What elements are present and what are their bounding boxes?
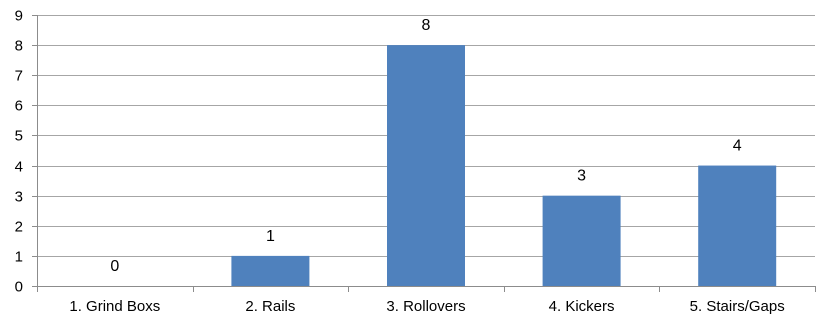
y-tick-label: 7 — [15, 68, 23, 85]
y-tick-label: 1 — [15, 249, 23, 266]
bar-2 — [231, 255, 310, 286]
bar-5 — [698, 165, 777, 286]
y-tick-label: 9 — [15, 8, 23, 25]
y-tick-label: 3 — [15, 189, 23, 206]
data-label: 4 — [733, 138, 742, 155]
data-label: 0 — [110, 258, 119, 275]
bar-4 — [542, 195, 621, 286]
x-tick-label: 3. Rollovers — [386, 298, 465, 315]
data-label: 1 — [266, 228, 275, 245]
x-tick-label: 5. Stairs/Gaps — [690, 298, 785, 315]
data-label: 8 — [422, 17, 431, 34]
axes — [37, 15, 815, 287]
x-tick-label: 1. Grind Boxs — [69, 298, 160, 315]
y-tick-label: 4 — [15, 159, 23, 176]
y-tick-label: 8 — [15, 38, 23, 55]
data-labels: 0 1 8 3 4 — [110, 17, 741, 275]
y-tick-label: 2 — [15, 219, 23, 236]
x-axis-ticks: 1. Grind Boxs 2. Rails 3. Rollovers 4. Kick… — [37, 286, 816, 315]
data-label: 3 — [577, 168, 586, 185]
x-tick-label: 2. Rails — [245, 298, 295, 315]
x-tick-label: 4. Kickers — [549, 298, 615, 315]
y-axis-ticks: 0 1 2 3 4 5 6 7 8 9 — [15, 8, 37, 296]
y-tick-label: 5 — [15, 128, 23, 145]
bars — [231, 45, 777, 286]
y-tick-label: 6 — [15, 98, 23, 115]
y-tick-label: 0 — [15, 279, 23, 296]
bar-3 — [387, 45, 465, 286]
